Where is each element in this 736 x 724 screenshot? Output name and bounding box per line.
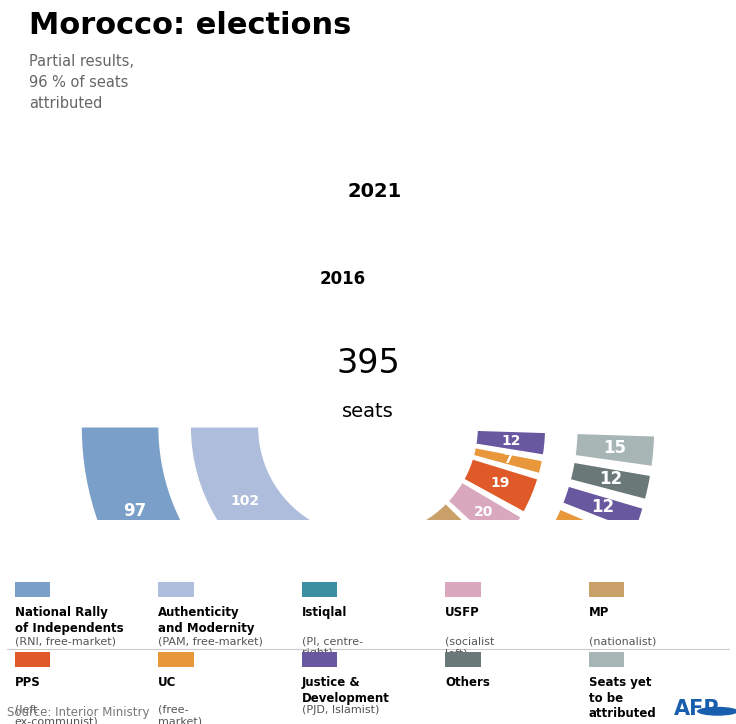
Wedge shape [464, 459, 538, 512]
Text: Authenticity
and Modernity: Authenticity and Modernity [158, 606, 255, 635]
Wedge shape [473, 447, 542, 473]
Text: 12: 12 [591, 498, 614, 516]
Text: 27: 27 [445, 534, 464, 548]
Wedge shape [475, 430, 545, 455]
Text: 97: 97 [123, 502, 146, 520]
Bar [589, 582, 624, 597]
Wedge shape [291, 525, 376, 605]
Text: 2021: 2021 [347, 182, 401, 201]
Bar [15, 652, 50, 667]
Bar [15, 582, 50, 597]
Wedge shape [570, 462, 651, 500]
Bar [445, 652, 481, 667]
Wedge shape [562, 486, 643, 531]
Wedge shape [421, 503, 495, 583]
Text: 46: 46 [330, 560, 349, 574]
Wedge shape [190, 427, 318, 584]
Bar [589, 652, 624, 667]
Text: Morocco: elections: Morocco: elections [29, 11, 352, 40]
Text: 26: 26 [523, 601, 546, 619]
Text: Partial results,
96 % of seats
attributed: Partial results, 96 % of seats attribute… [29, 54, 135, 111]
Text: 19: 19 [490, 476, 510, 489]
Bar [158, 652, 194, 667]
Text: 7: 7 [503, 452, 512, 466]
Wedge shape [575, 434, 655, 466]
Text: Istiqlal: Istiqlal [302, 606, 347, 619]
Text: AFP: AFP [673, 699, 719, 719]
Bar [302, 582, 337, 597]
Circle shape [697, 707, 736, 716]
Wedge shape [442, 597, 533, 695]
Wedge shape [527, 539, 610, 613]
Wedge shape [448, 482, 521, 547]
Text: 15: 15 [604, 439, 626, 457]
Text: (PJD, Islamist): (PJD, Islamist) [302, 705, 379, 715]
Text: (PAM, free-market): (PAM, free-market) [158, 636, 263, 647]
Text: 35: 35 [473, 637, 496, 654]
Bar [158, 582, 194, 597]
Text: (nationalist): (nationalist) [589, 636, 657, 647]
Text: Justice &
Development: Justice & Development [302, 676, 389, 704]
Wedge shape [494, 568, 580, 656]
Text: 37: 37 [397, 558, 417, 572]
Text: seats: seats [342, 402, 394, 421]
Wedge shape [153, 565, 315, 704]
Text: (RNI, free-market): (RNI, free-market) [15, 636, 116, 647]
Bar [445, 582, 481, 597]
Text: (PI, centre-
right): (PI, centre- right) [302, 636, 363, 658]
Text: PPS: PPS [15, 676, 40, 689]
Text: Source: Interior Ministry: Source: Interior Ministry [7, 706, 150, 719]
Bar [302, 652, 337, 667]
Text: 82: 82 [227, 629, 250, 647]
Text: 20: 20 [556, 565, 579, 584]
Text: 395: 395 [336, 347, 400, 380]
Text: 102: 102 [231, 494, 260, 508]
Text: (socialist
left): (socialist left) [445, 636, 495, 658]
Text: USFP: USFP [445, 606, 480, 619]
Text: 20: 20 [473, 505, 493, 519]
Text: 2016: 2016 [320, 270, 366, 288]
Wedge shape [81, 427, 208, 610]
Wedge shape [548, 509, 631, 573]
Text: 12: 12 [501, 434, 520, 447]
Text: Seats yet
to be
attributed: Seats yet to be attributed [589, 676, 657, 720]
Text: 78: 78 [369, 665, 392, 683]
Text: 12: 12 [599, 471, 622, 488]
Text: UC: UC [158, 676, 177, 689]
Text: National Rally
of Independents: National Rally of Independents [15, 606, 124, 635]
Text: MP: MP [589, 606, 609, 619]
Text: (free-
market): (free- market) [158, 705, 202, 724]
Text: Others: Others [445, 676, 490, 689]
Wedge shape [303, 624, 461, 714]
Text: (left
ex-communist): (left ex-communist) [15, 705, 99, 724]
Text: 18: 18 [578, 530, 601, 548]
Wedge shape [376, 524, 449, 604]
